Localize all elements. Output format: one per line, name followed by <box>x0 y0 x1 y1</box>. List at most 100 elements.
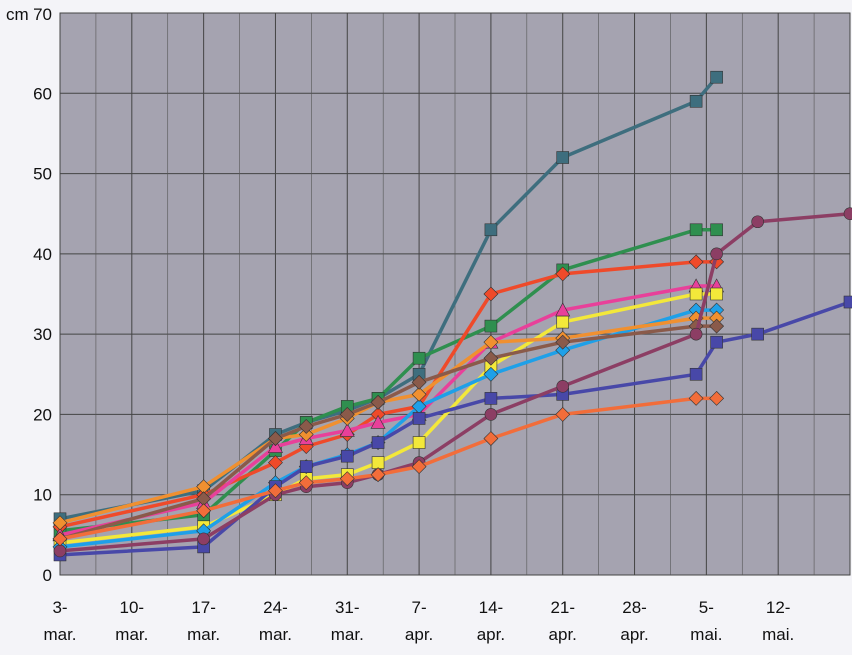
x-tick-label: apr. <box>405 625 433 644</box>
series-11 <box>52 390 725 547</box>
y-tick-label: 20 <box>33 405 52 424</box>
data-point <box>484 319 498 333</box>
data-point <box>370 467 386 483</box>
x-tick-label: mai. <box>762 625 794 644</box>
data-point <box>688 390 704 406</box>
x-tick-label: 21- <box>550 598 575 617</box>
data-point <box>371 436 385 449</box>
data-point <box>298 427 314 442</box>
data-point <box>484 408 498 421</box>
data-point <box>197 532 210 546</box>
y-axis-unit: cm <box>6 5 29 24</box>
x-tick-label: apr. <box>549 625 577 644</box>
data-point <box>268 483 283 499</box>
y-tick-label: 50 <box>33 165 52 184</box>
data-point <box>751 327 764 341</box>
x-tick-label: 17- <box>191 598 216 617</box>
data-point <box>710 335 723 349</box>
data-point <box>751 215 764 229</box>
data-point <box>339 407 355 422</box>
data-point <box>299 460 313 473</box>
data-point <box>556 151 570 164</box>
data-point <box>268 431 283 446</box>
data-point <box>556 380 570 393</box>
data-point <box>483 431 499 446</box>
x-tick-label: 3- <box>52 598 67 617</box>
data-point <box>689 367 703 381</box>
data-point <box>710 247 723 261</box>
data-point <box>339 471 355 487</box>
data-point <box>843 295 852 309</box>
data-point <box>53 544 67 558</box>
x-tick-label: mar. <box>331 625 364 644</box>
data-point <box>556 315 570 329</box>
data-point <box>340 449 354 463</box>
x-tick-label: 10- <box>120 598 145 617</box>
x-tick-label: mar. <box>187 625 220 644</box>
y-axis-labels: 0 10 20 30 40 50 60 70 <box>33 5 52 585</box>
y-tick-label: 40 <box>33 245 52 264</box>
x-tick-label: apr. <box>477 625 505 644</box>
x-axis-labels: 3- mar. 10- mar. 17- mar. 24- mar. 31- mar. 7- apr.… <box>43 598 794 644</box>
y-tick-label: 10 <box>33 486 52 505</box>
data-point <box>555 342 571 358</box>
data-point <box>411 459 427 475</box>
data-point <box>371 456 385 469</box>
data-point <box>688 254 704 270</box>
data-point <box>483 366 499 382</box>
x-tick-label: mar. <box>259 625 292 644</box>
data-point <box>709 318 725 334</box>
y-tick-label: 0 <box>43 566 52 585</box>
data-point <box>689 327 703 341</box>
data-point <box>196 503 212 519</box>
x-tick-label: 12- <box>766 598 791 617</box>
x-tick-label: mar. <box>115 625 148 644</box>
data-point <box>267 438 283 453</box>
data-point <box>555 407 571 422</box>
grid-lines <box>59 12 850 576</box>
x-tick-label: 31- <box>335 598 360 617</box>
data-point <box>52 531 68 547</box>
data-point <box>555 266 571 282</box>
data-point <box>411 374 427 390</box>
data-point <box>412 351 426 365</box>
x-tick-label: 28- <box>622 598 647 617</box>
data-point <box>412 436 426 449</box>
y-tick-label: 60 <box>33 84 52 103</box>
data-point <box>689 223 703 237</box>
x-tick-label: mar. <box>43 625 76 644</box>
data-point <box>709 390 725 406</box>
data-point <box>370 414 386 429</box>
x-tick-label: 24- <box>263 598 288 617</box>
x-tick-label: 5- <box>699 598 714 617</box>
data-point <box>370 394 386 410</box>
data-point <box>298 419 314 434</box>
data-point <box>483 334 499 350</box>
data-point <box>843 207 852 221</box>
data-point <box>710 223 723 237</box>
data-point <box>689 287 703 301</box>
data-point <box>484 392 498 405</box>
data-point <box>710 287 723 301</box>
data-point <box>689 95 703 108</box>
x-tick-label: 7- <box>412 598 427 617</box>
y-tick-label: 30 <box>33 325 52 344</box>
x-tick-label: mai. <box>690 625 722 644</box>
data-point <box>484 223 498 237</box>
data-point <box>483 286 499 302</box>
data-point <box>339 422 355 437</box>
data-point <box>483 350 499 366</box>
y-tick-label: 70 <box>33 5 52 24</box>
data-point <box>298 475 314 491</box>
data-point <box>411 386 427 402</box>
data-point <box>412 412 426 425</box>
series-layer <box>52 70 852 562</box>
data-point <box>268 455 283 471</box>
x-tick-label: 14- <box>479 598 504 617</box>
x-tick-label: apr. <box>620 625 648 644</box>
data-point <box>555 334 571 350</box>
data-point <box>710 70 723 84</box>
data-point <box>52 515 68 531</box>
